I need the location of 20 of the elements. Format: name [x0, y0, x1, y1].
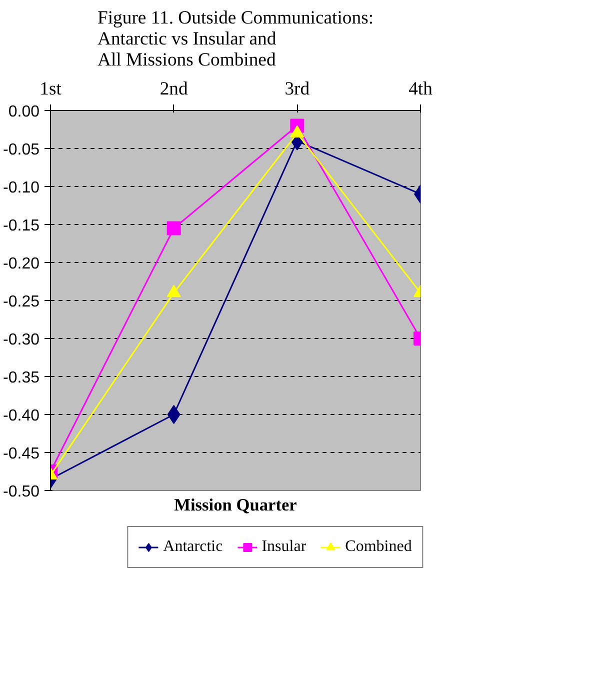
chart-title: Figure 11. Outside Communications: Antarctic vs Insular and All Missions Combined: [97, 8, 374, 70]
legend-label: Combined: [345, 538, 412, 556]
y-tick-label: 0.00: [8, 104, 40, 120]
x-tick-label: 2nd: [160, 78, 188, 100]
y-tick-label: -0.40: [3, 408, 40, 424]
y-tick-label: -0.45: [3, 446, 40, 462]
y-tick-label: -0.35: [3, 370, 40, 386]
legend-label: Insular: [262, 538, 306, 556]
x-tick-label: 3rd: [284, 78, 310, 100]
y-tick-label: -0.20: [3, 256, 40, 272]
y-tick-label: -0.25: [3, 294, 40, 310]
x-axis-title: Mission Quarter: [174, 496, 298, 514]
x-tick-label: 1st: [40, 78, 62, 100]
x-tick-label: 4th: [408, 78, 434, 100]
y-tick-label: -0.30: [3, 332, 40, 348]
y-tick-label: -0.05: [3, 142, 40, 158]
y-tick-label: -0.50: [3, 484, 40, 500]
legend-label: Antarctic: [163, 538, 223, 556]
y-tick-label: -0.15: [3, 218, 40, 234]
y-tick-label: -0.10: [3, 180, 40, 196]
